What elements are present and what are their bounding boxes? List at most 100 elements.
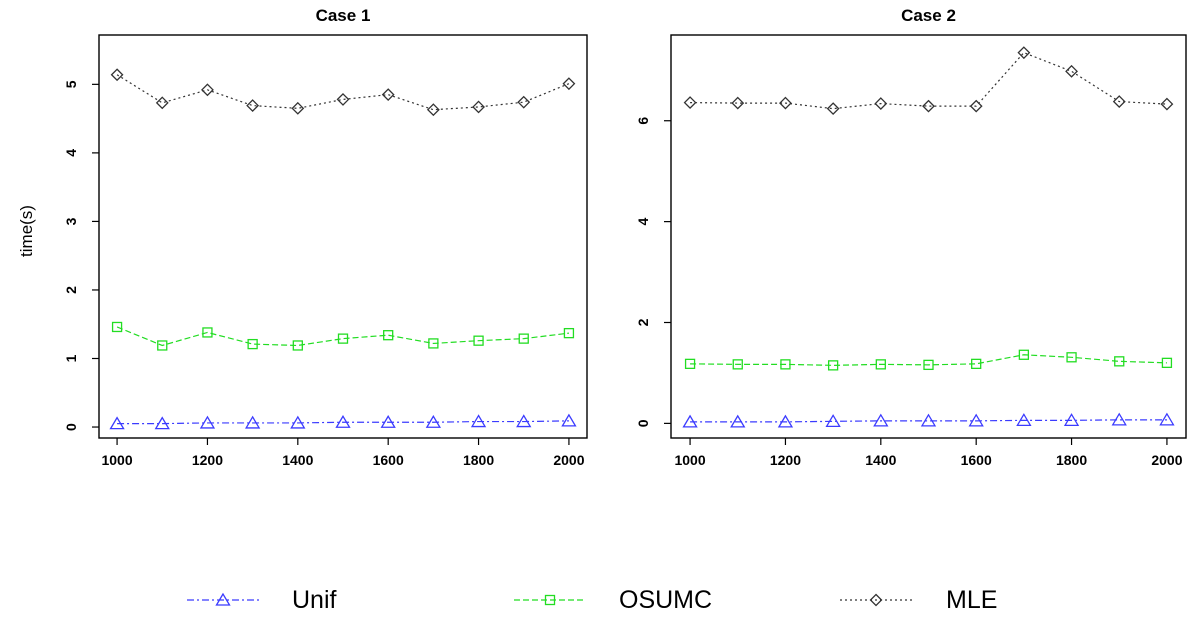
data-point-unif [470, 414, 487, 428]
data-point-mle [1017, 46, 1031, 60]
data-point-unif [244, 415, 261, 429]
data-point-osumc [337, 333, 349, 344]
y-axis-label: time(s) [17, 205, 36, 257]
data-point-osumc [827, 360, 839, 371]
y-tick-label: 0 [635, 419, 651, 427]
data-point-osumc [1114, 356, 1125, 367]
data-point-unif [516, 414, 532, 428]
data-point-mle [731, 96, 745, 110]
legend-label: Unif [292, 586, 337, 614]
series-line-unif [690, 419, 1167, 423]
x-tick-label: 1600 [961, 452, 992, 468]
data-point-mle [246, 99, 260, 113]
data-point-unif [968, 413, 984, 427]
y-tick-label: 4 [635, 218, 651, 226]
data-point-unif [920, 413, 937, 427]
legend-item-osumc: OSUMC [514, 586, 712, 614]
panel-2: Case 2 1000 1200 1400 1600 1800 2000 0 2 4 6 [635, 6, 1187, 468]
data-point-mle [562, 77, 576, 91]
legend-marker [215, 592, 231, 606]
data-point-osumc [923, 359, 934, 371]
data-point-mle [779, 96, 792, 110]
data-point-osumc [292, 340, 303, 351]
y-tick-label: 3 [63, 217, 79, 225]
data-point-osumc [202, 327, 213, 338]
legend-marker [544, 594, 556, 606]
legend-item-mle: MLE [840, 586, 997, 614]
data-point-unif [199, 415, 216, 429]
data-point-osumc [1161, 357, 1173, 368]
data-point-osumc [1066, 352, 1077, 363]
data-point-osumc [383, 330, 394, 341]
data-point-mle [874, 97, 888, 111]
data-point-osumc [1018, 349, 1030, 360]
series-line-osumc [690, 354, 1167, 366]
x-tick-label: 1000 [101, 452, 132, 468]
data-point-osumc [563, 327, 575, 339]
series-line-unif [117, 420, 569, 425]
data-point-unif [730, 414, 746, 428]
data-point-unif [561, 413, 577, 427]
x-tick-label: 1800 [463, 452, 494, 468]
data-point-unif [825, 414, 841, 428]
data-point-mle [922, 99, 935, 113]
data-point-unif [873, 413, 889, 427]
data-point-unif [682, 414, 698, 428]
data-point-unif [777, 414, 794, 428]
x-tick-label: 1800 [1056, 452, 1087, 468]
data-point-unif [380, 414, 396, 428]
panel-1: Case 1 1000 1200 1400 1600 1800 2000 0 1 2 3 4 5 [63, 6, 588, 468]
data-point-osumc [780, 359, 791, 370]
data-point-osumc [157, 340, 168, 351]
data-point-osumc [732, 359, 743, 370]
data-point-osumc [473, 335, 484, 346]
y-tick-label: 5 [63, 80, 79, 88]
data-point-osumc [518, 333, 529, 344]
data-point-mle [201, 83, 214, 97]
legend-marker [869, 593, 883, 607]
data-point-osumc [875, 359, 886, 370]
x-tick-label: 1200 [770, 452, 801, 468]
data-point-mle [291, 101, 305, 115]
data-point-osumc [247, 338, 258, 350]
x-tick-label: 1200 [192, 452, 223, 468]
data-point-mle [683, 96, 697, 110]
panel-title: Case 1 [316, 6, 371, 25]
plot-frame [98, 34, 588, 439]
legend-item-unif: Unif [187, 586, 337, 614]
x-tick-label: 1600 [373, 452, 404, 468]
y-tick-label: 2 [635, 318, 651, 326]
y-tick-label: 0 [63, 423, 79, 431]
data-point-unif [1111, 412, 1127, 426]
data-point-mle [155, 96, 169, 110]
data-point-mle [969, 99, 983, 113]
y-tick-label: 4 [63, 149, 79, 157]
data-point-unif [335, 414, 351, 428]
data-point-mle [381, 88, 395, 102]
legend-label: OSUMC [619, 586, 712, 614]
data-point-mle [426, 103, 440, 117]
y-tick-label: 6 [635, 117, 651, 125]
legend-label: MLE [946, 586, 997, 614]
x-tick-label: 2000 [553, 452, 584, 468]
x-tick-label: 1400 [282, 452, 313, 468]
data-point-osumc [684, 358, 696, 370]
x-tick-label: 1000 [674, 452, 705, 468]
data-point-unif [425, 414, 442, 428]
data-point-osumc [971, 358, 982, 370]
data-point-mle [517, 95, 531, 109]
data-point-unif [109, 416, 125, 430]
data-point-unif [290, 415, 306, 429]
data-point-mle [1160, 97, 1174, 111]
data-point-mle [1065, 64, 1078, 78]
x-tick-label: 1400 [865, 452, 896, 468]
data-point-mle [336, 93, 350, 106]
data-point-osumc [111, 321, 123, 333]
plot-frame [670, 34, 1187, 439]
data-point-unif [1063, 413, 1080, 426]
y-tick-label: 1 [63, 354, 79, 362]
data-point-unif [1159, 412, 1175, 426]
